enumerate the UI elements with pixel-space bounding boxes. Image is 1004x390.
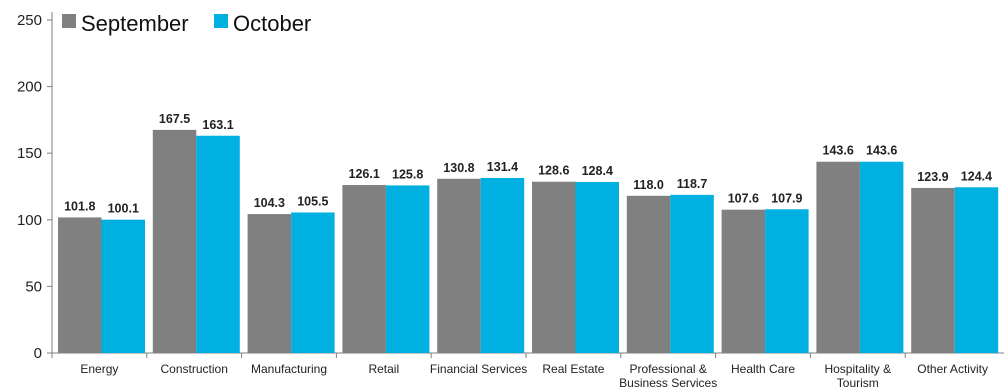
data-label: 143.6 xyxy=(866,144,897,158)
x-category-label: Financial Services xyxy=(430,362,527,376)
bar-september xyxy=(532,181,576,353)
x-category-label: Health Care xyxy=(731,362,795,376)
data-label: 131.4 xyxy=(487,160,518,174)
legend-swatch-september xyxy=(62,14,76,28)
data-label: 118.0 xyxy=(633,178,664,192)
bar-september xyxy=(816,161,860,353)
bar-october xyxy=(765,209,809,353)
y-tick-label: 100 xyxy=(17,212,42,229)
legend-label-september: September xyxy=(81,11,189,36)
bar-september xyxy=(626,195,671,353)
x-category-label: Hospitality & xyxy=(824,362,891,376)
data-label: 123.9 xyxy=(917,170,948,184)
bar-october xyxy=(385,185,430,353)
bar-october xyxy=(954,187,999,353)
x-category-label: Retail xyxy=(368,362,399,376)
data-label: 104.3 xyxy=(254,196,285,210)
legend: September October xyxy=(62,11,311,36)
x-category-label: Construction xyxy=(161,362,228,376)
y-tick-label: 200 xyxy=(17,79,42,96)
data-label: 128.6 xyxy=(538,164,569,178)
bar-october xyxy=(291,212,335,353)
legend-swatch-october xyxy=(214,14,228,28)
bar-october xyxy=(859,161,904,353)
data-label: 107.6 xyxy=(728,192,759,206)
bar-september xyxy=(721,209,766,353)
bar-september xyxy=(437,178,481,353)
x-category-label: Professional & xyxy=(630,362,707,376)
y-tick-label: 150 xyxy=(17,145,42,162)
x-category-label: Manufacturing xyxy=(251,362,327,376)
x-category-label: Other Activity xyxy=(917,362,988,376)
data-label: 124.4 xyxy=(961,169,992,183)
legend-label-october: October xyxy=(233,11,311,36)
bar-september xyxy=(342,185,386,353)
bar-october xyxy=(101,219,145,353)
data-label: 163.1 xyxy=(202,118,233,132)
data-label: 143.6 xyxy=(823,144,854,158)
data-label: 126.1 xyxy=(349,167,380,181)
bar-september xyxy=(152,129,197,353)
bar-september xyxy=(58,217,102,353)
bars xyxy=(58,129,999,353)
y-tick-label: 0 xyxy=(34,345,42,362)
data-label: 128.4 xyxy=(582,164,613,178)
y-tick-label: 250 xyxy=(17,12,42,29)
bar-september xyxy=(247,214,292,353)
x-category-label: Real Estate xyxy=(542,362,604,376)
bar-october xyxy=(575,181,619,353)
data-label: 100.1 xyxy=(108,202,139,216)
data-labels: 101.8 100.1 167.5 163.1 104.3 105.5 126.1 125.8… xyxy=(64,112,992,216)
data-label: 167.5 xyxy=(159,112,190,126)
x-category-label: Tourism xyxy=(837,376,879,390)
x-category-label: Energy xyxy=(80,362,118,376)
y-tick-label: 50 xyxy=(25,278,42,295)
data-label: 125.8 xyxy=(392,167,423,181)
data-label: 118.7 xyxy=(677,177,708,191)
bar-september xyxy=(911,187,955,353)
bar-october xyxy=(196,135,240,353)
data-label: 101.8 xyxy=(64,199,95,213)
x-category-label: Business Services xyxy=(619,376,717,390)
data-label: 105.5 xyxy=(297,194,328,208)
bar-october xyxy=(670,194,714,353)
category-labels: Energy Construction Manufacturing Retail Fin… xyxy=(80,362,988,390)
bar-october xyxy=(480,177,525,353)
data-label: 130.8 xyxy=(443,161,474,175)
data-label: 107.9 xyxy=(771,191,802,205)
